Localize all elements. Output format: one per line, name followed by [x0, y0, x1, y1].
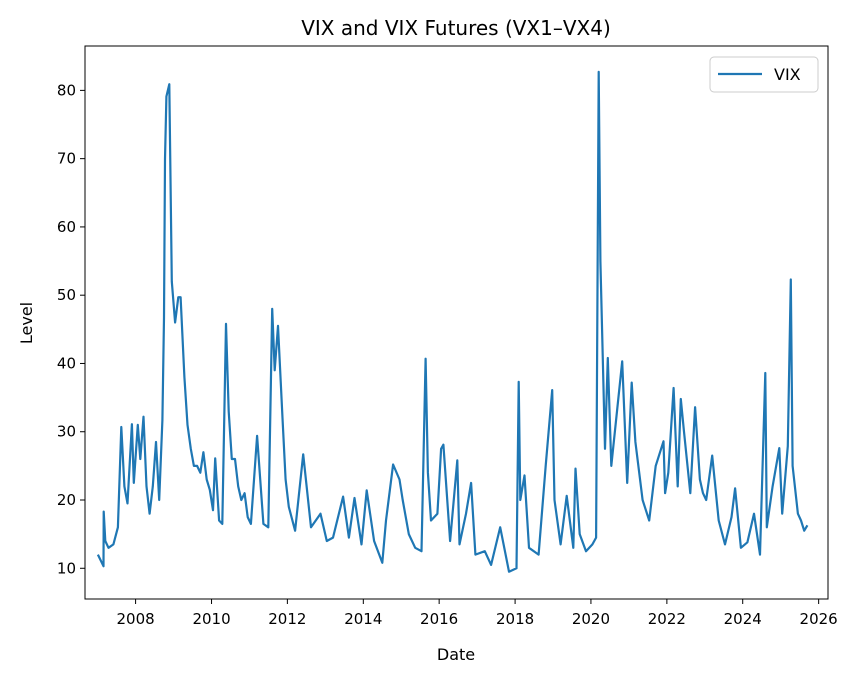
x-tick-label: 2018 [496, 610, 534, 628]
y-tick-label: 20 [57, 491, 76, 509]
x-tick-label: 2014 [344, 610, 382, 628]
y-tick-label: 30 [57, 423, 76, 441]
plot-area: 10 20 30 40 50 60 70 80 2008 2010 2012 2014 2016 201… [57, 45, 838, 628]
y-tick-label: 40 [57, 354, 76, 372]
x-tick-label: 2016 [420, 610, 458, 628]
x-tick-label: 2020 [572, 610, 610, 628]
x-axis: 2008 2010 2012 2014 2016 2018 2020 2022 2024 2026 [116, 599, 838, 628]
y-tick-label: 60 [57, 218, 76, 236]
x-tick-label: 2008 [116, 610, 154, 628]
y-axis-label: Level [17, 302, 36, 344]
legend: VIX [709, 56, 819, 93]
x-tick-label: 2024 [724, 610, 762, 628]
x-tick-label: 2012 [268, 610, 306, 628]
x-tick-label: 2010 [192, 610, 230, 628]
y-tick-label: 70 [57, 150, 76, 168]
x-tick-label: 2022 [648, 610, 686, 628]
chart-title: VIX and VIX Futures (VX1–VX4) [301, 16, 611, 40]
x-tick-label: 2026 [800, 610, 838, 628]
plot-frame [84, 45, 829, 600]
y-axis: 10 20 30 40 50 60 70 80 [57, 81, 85, 577]
legend-label-vix: VIX [774, 65, 801, 84]
series-line-vix [96, 70, 809, 573]
x-axis-label: Date [437, 645, 475, 664]
y-tick-label: 50 [57, 286, 76, 304]
y-tick-label: 10 [57, 559, 76, 577]
y-tick-label: 80 [57, 81, 76, 99]
legend-box [709, 56, 819, 93]
